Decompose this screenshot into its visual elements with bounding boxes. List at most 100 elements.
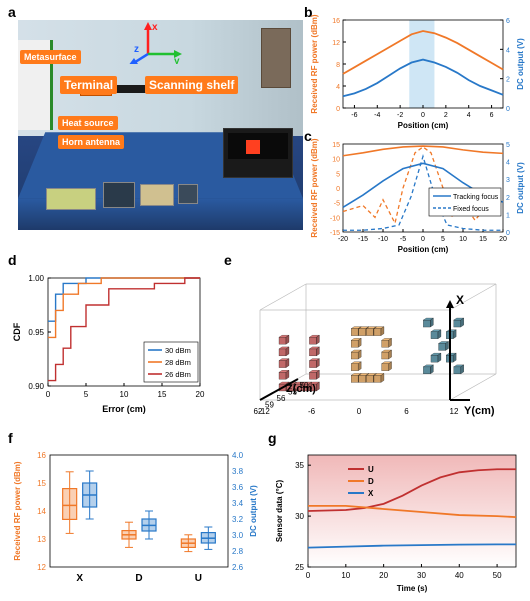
svg-text:50: 50 bbox=[493, 571, 502, 580]
svg-text:3: 3 bbox=[506, 177, 510, 184]
svg-text:35: 35 bbox=[295, 461, 304, 470]
svg-text:0: 0 bbox=[306, 571, 311, 580]
svg-text:10: 10 bbox=[120, 390, 129, 399]
svg-text:5: 5 bbox=[84, 390, 89, 399]
svg-text:5: 5 bbox=[441, 236, 445, 243]
svg-text:30: 30 bbox=[295, 512, 304, 521]
svg-text:16: 16 bbox=[37, 451, 46, 460]
panel-b-chart: -6-4-2024604812160246Position (cm)Receiv… bbox=[305, 12, 525, 130]
svg-text:30 dBm: 30 dBm bbox=[165, 346, 191, 355]
svg-text:0.90: 0.90 bbox=[28, 382, 44, 391]
svg-text:15: 15 bbox=[158, 390, 167, 399]
anno-horn-antenna: Horn antenna bbox=[58, 135, 124, 149]
svg-text:50: 50 bbox=[300, 381, 309, 390]
svg-text:40: 40 bbox=[455, 571, 464, 580]
svg-text:13: 13 bbox=[37, 535, 46, 544]
svg-text:y: y bbox=[174, 56, 180, 64]
svg-text:4.0: 4.0 bbox=[232, 451, 244, 460]
svg-text:D: D bbox=[368, 477, 374, 486]
svg-text:1.00: 1.00 bbox=[28, 274, 44, 283]
panel-label-d: d bbox=[8, 252, 17, 268]
svg-text:0: 0 bbox=[421, 236, 425, 243]
svg-text:-6: -6 bbox=[351, 112, 357, 119]
svg-text:Position (cm): Position (cm) bbox=[398, 245, 449, 254]
svg-text:U: U bbox=[195, 573, 202, 584]
svg-text:3.4: 3.4 bbox=[232, 499, 244, 508]
svg-text:3.6: 3.6 bbox=[232, 483, 244, 492]
svg-text:-20: -20 bbox=[338, 236, 348, 243]
svg-text:Sensor data (°C): Sensor data (°C) bbox=[275, 480, 284, 543]
svg-text:2.8: 2.8 bbox=[232, 547, 244, 556]
axes-xyz-icon: x y z bbox=[128, 22, 184, 64]
svg-text:20: 20 bbox=[379, 571, 388, 580]
svg-text:6: 6 bbox=[404, 407, 409, 416]
svg-text:26 dBm: 26 dBm bbox=[165, 370, 191, 379]
svg-text:14: 14 bbox=[37, 507, 46, 516]
svg-text:D: D bbox=[135, 573, 142, 584]
svg-text:-5: -5 bbox=[334, 201, 340, 208]
svg-text:12: 12 bbox=[450, 407, 459, 416]
svg-text:DC output (V): DC output (V) bbox=[516, 162, 525, 214]
svg-text:X: X bbox=[456, 293, 464, 307]
svg-text:-5: -5 bbox=[400, 236, 406, 243]
svg-text:X: X bbox=[368, 489, 374, 498]
anno-heat-source: Heat source bbox=[58, 116, 118, 130]
svg-text:20: 20 bbox=[499, 236, 507, 243]
svg-text:0: 0 bbox=[46, 390, 51, 399]
svg-text:56: 56 bbox=[277, 394, 286, 403]
panel-label-a: a bbox=[8, 4, 16, 20]
svg-text:DC output (V): DC output (V) bbox=[249, 485, 258, 537]
svg-text:8: 8 bbox=[336, 62, 340, 69]
svg-text:CDF: CDF bbox=[12, 322, 22, 341]
svg-text:6: 6 bbox=[506, 18, 510, 25]
svg-text:15: 15 bbox=[37, 479, 46, 488]
svg-text:Received RF power (dBm): Received RF power (dBm) bbox=[310, 14, 319, 113]
svg-text:12: 12 bbox=[37, 563, 46, 572]
panel-d-chart: 051015200.900.951.00Error (cm)CDF30 dBm2… bbox=[8, 268, 208, 418]
svg-text:3.0: 3.0 bbox=[232, 531, 244, 540]
svg-text:0.95: 0.95 bbox=[28, 328, 44, 337]
svg-text:-10: -10 bbox=[378, 236, 388, 243]
anno-metasurface: Metasurface bbox=[20, 50, 81, 64]
svg-text:-4: -4 bbox=[374, 112, 380, 119]
svg-text:-15: -15 bbox=[358, 236, 368, 243]
svg-text:Position (cm): Position (cm) bbox=[398, 121, 449, 130]
svg-text:15: 15 bbox=[479, 236, 487, 243]
svg-text:4: 4 bbox=[506, 160, 510, 167]
svg-text:Tracking focus: Tracking focus bbox=[453, 194, 499, 201]
svg-text:0: 0 bbox=[336, 186, 340, 193]
svg-text:15: 15 bbox=[332, 142, 340, 149]
svg-text:2: 2 bbox=[444, 112, 448, 119]
svg-text:Received RF power (dBm): Received RF power (dBm) bbox=[310, 138, 319, 237]
svg-text:-10: -10 bbox=[330, 215, 340, 222]
svg-text:2.6: 2.6 bbox=[232, 563, 244, 572]
panel-f-chart: 12131415162.62.83.03.23.43.63.84.0XDURec… bbox=[8, 445, 258, 595]
svg-text:6: 6 bbox=[490, 112, 494, 119]
svg-text:2: 2 bbox=[506, 195, 510, 202]
svg-text:Fixed focus: Fixed focus bbox=[453, 206, 489, 213]
svg-text:Time (s): Time (s) bbox=[397, 584, 428, 593]
svg-text:25: 25 bbox=[295, 563, 304, 572]
svg-text:3.2: 3.2 bbox=[232, 515, 244, 524]
anno-scanning-shelf: Scanning shelf bbox=[145, 76, 238, 94]
anno-terminal: Terminal bbox=[60, 76, 117, 94]
svg-text:1: 1 bbox=[506, 212, 510, 219]
svg-text:4: 4 bbox=[506, 47, 510, 54]
svg-text:10: 10 bbox=[332, 157, 340, 164]
svg-text:4: 4 bbox=[336, 84, 340, 91]
svg-text:0: 0 bbox=[357, 407, 362, 416]
svg-text:5: 5 bbox=[506, 142, 510, 149]
svg-text:z: z bbox=[134, 44, 139, 55]
svg-text:x: x bbox=[152, 22, 158, 33]
svg-text:X: X bbox=[76, 573, 83, 584]
svg-text:Y(cm): Y(cm) bbox=[464, 405, 495, 417]
svg-text:20: 20 bbox=[196, 390, 205, 399]
svg-text:28 dBm: 28 dBm bbox=[165, 358, 191, 367]
svg-text:0: 0 bbox=[421, 112, 425, 119]
svg-text:-12: -12 bbox=[258, 407, 270, 416]
svg-text:30: 30 bbox=[417, 571, 426, 580]
svg-text:-6: -6 bbox=[308, 407, 316, 416]
svg-text:10: 10 bbox=[341, 571, 350, 580]
svg-text:DC output (V): DC output (V) bbox=[516, 38, 525, 90]
svg-text:3.8: 3.8 bbox=[232, 467, 244, 476]
